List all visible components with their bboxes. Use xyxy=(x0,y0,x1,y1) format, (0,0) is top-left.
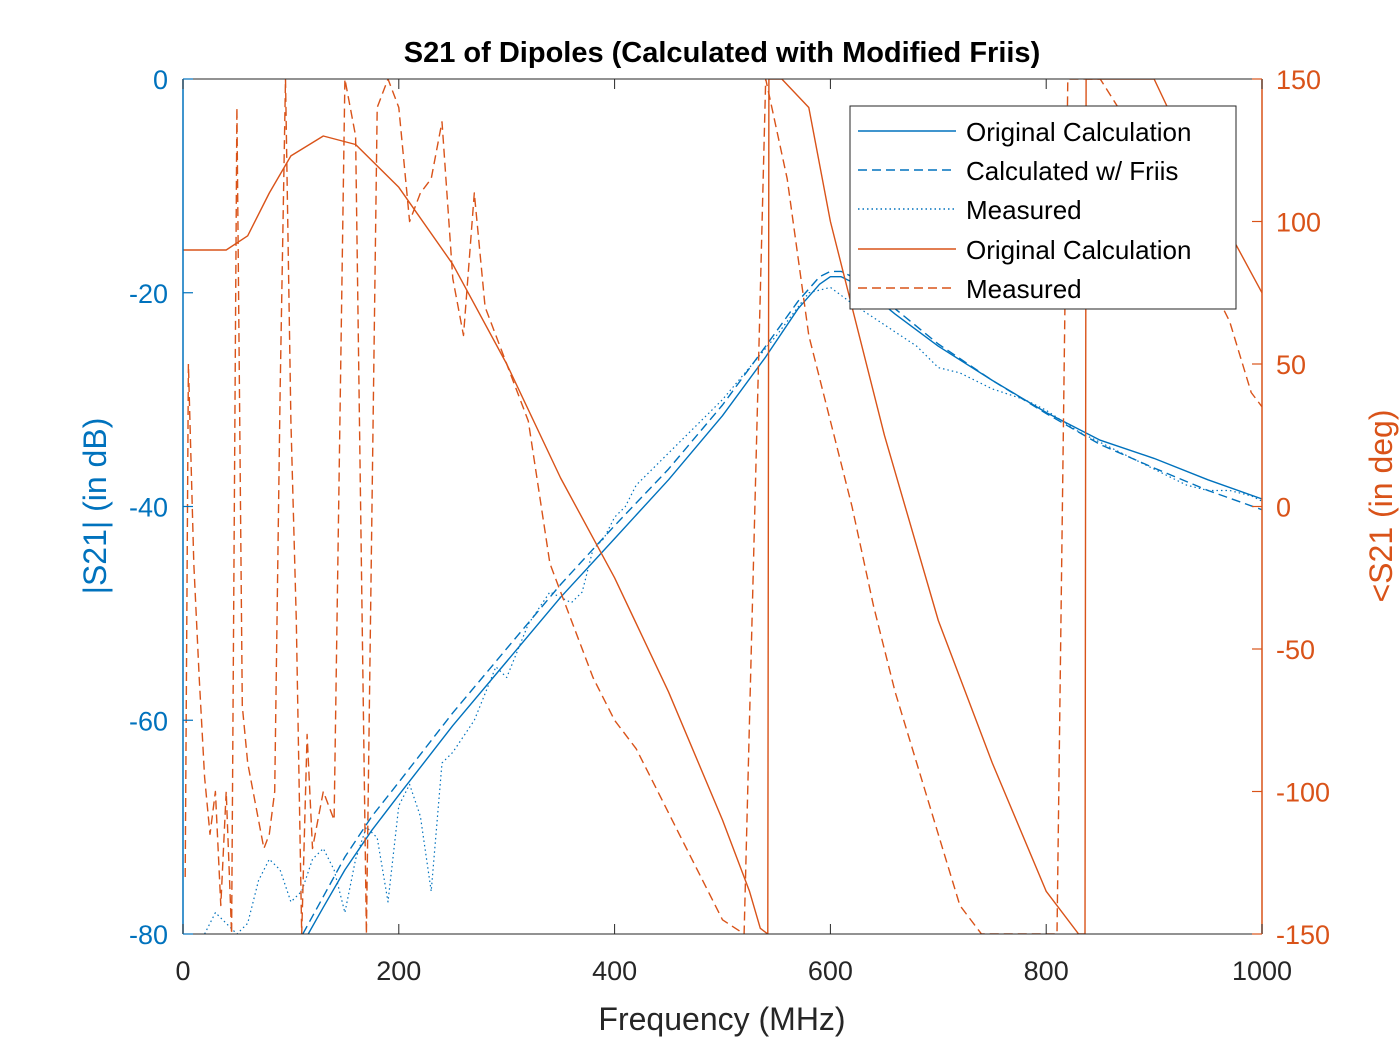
y-right-tick-label: 50 xyxy=(1276,350,1306,380)
chart-title: S21 of Dipoles (Calculated with Modified… xyxy=(404,37,1040,69)
legend-label-4: Measured xyxy=(966,274,1082,304)
y-right-tick-label: 100 xyxy=(1276,208,1321,238)
plot-lines xyxy=(183,79,1262,934)
y-left-tick-label: 0 xyxy=(153,65,168,95)
y-axis-label-left: |S21| (in dB) xyxy=(77,418,113,595)
ticks: 0 200 400 600 800 1000 0 -20 -40 -60 -80 150 100 50 0 -… xyxy=(129,65,1330,986)
series-line-1 xyxy=(302,270,1262,934)
legend-box xyxy=(849,105,1237,310)
x-tick-label: 600 xyxy=(808,956,853,986)
x-tick-label: 800 xyxy=(1024,956,1069,986)
x-tick-label: 0 xyxy=(175,956,190,986)
y-left-tick-label: -60 xyxy=(129,706,168,736)
x-axis-label: Frequency (MHz) xyxy=(598,1001,845,1037)
y-right-tick-label: -100 xyxy=(1276,778,1330,808)
y-right-tick-label: -50 xyxy=(1276,635,1315,665)
y-axis-label-right: <S21 (in deg) xyxy=(1363,409,1399,602)
y-right-tick-label: -150 xyxy=(1276,920,1330,950)
legend-label-1: Calculated w/ Friis xyxy=(966,156,1178,186)
x-tick-label: 1000 xyxy=(1232,956,1292,986)
legend-label-2: Measured xyxy=(966,195,1082,225)
y-left-tick-label: -80 xyxy=(129,920,168,950)
x-tick-label: 400 xyxy=(592,956,637,986)
y-left-tick-label: -40 xyxy=(129,493,168,523)
legend: Original Calculation Calculated w/ Friis… xyxy=(849,105,1237,310)
y-right-tick-label: 150 xyxy=(1276,65,1321,95)
series-line-2 xyxy=(204,286,1262,934)
series-line-3 xyxy=(183,79,1262,934)
legend-label-0: Original Calculation xyxy=(966,117,1191,147)
series-line-4 xyxy=(184,79,1262,934)
y-right-tick-label: 0 xyxy=(1276,493,1291,523)
x-tick-label: 200 xyxy=(376,956,421,986)
y-left-tick-label: -20 xyxy=(129,279,168,309)
legend-label-3: Original Calculation xyxy=(966,235,1191,265)
series-line-0 xyxy=(307,276,1262,934)
